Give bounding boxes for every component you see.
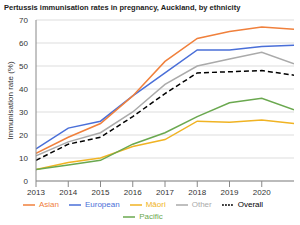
html-text:Pertussis immunisation rates i: Pertussis immunisation rates in pregnanc…	[4, 3, 241, 12]
svg-text:2019: 2019	[221, 188, 239, 197]
svg-text:70: 70	[19, 16, 28, 25]
html-text:Asian: Asian	[39, 200, 59, 210]
svg-text:2016: 2016	[124, 188, 142, 197]
html-text:Māori: Māori	[145, 200, 166, 210]
svg-text:0: 0	[24, 177, 29, 186]
html-text:European: European	[85, 200, 120, 210]
svg-text:2017: 2017	[156, 188, 174, 197]
svg-text:60: 60	[19, 39, 28, 48]
svg-text:20: 20	[19, 131, 28, 140]
svg-text:Immunisation rate (%): Immunisation rate (%)	[8, 61, 15, 140]
svg-text:2020: 2020	[253, 188, 271, 197]
svg-text:30: 30	[19, 108, 28, 117]
svg-text:50: 50	[19, 62, 28, 71]
svg-text:40: 40	[19, 85, 28, 94]
html-text:Overall: Overall	[237, 200, 263, 210]
html-text:Pacific: Pacific	[139, 212, 163, 222]
svg-text:2015: 2015	[92, 188, 110, 197]
svg-text:2013: 2013	[27, 188, 45, 197]
svg-text:10: 10	[19, 154, 28, 163]
html-text:Other: Other	[191, 200, 212, 210]
svg-text:2014: 2014	[59, 188, 77, 197]
svg-text:2018: 2018	[188, 188, 206, 197]
